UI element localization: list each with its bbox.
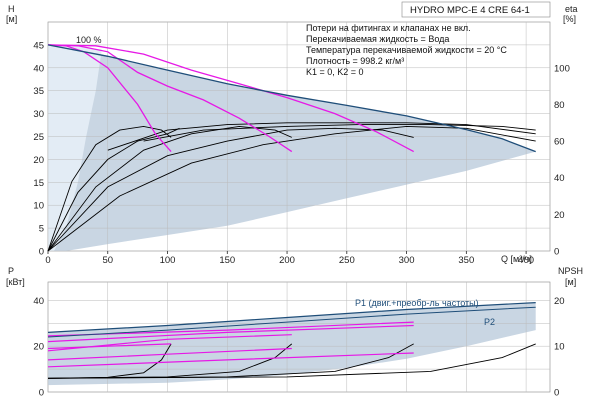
power-speed-curve-0 — [47, 343, 172, 350]
p1-curve — [47, 302, 536, 333]
head-envelope — [48, 44, 536, 252]
head-tick-label-20: 20 — [33, 155, 44, 166]
x-tick-label-150: 150 — [219, 255, 235, 266]
x-tick-label-250: 250 — [339, 255, 355, 266]
head-chart: 0 50 100 150 200 250 300 350 4000510152025303540… — [6, 1, 578, 266]
x-tick-label-350: 350 — [458, 255, 474, 266]
note-3: Температура перекачиваемой жидкости = 20… — [306, 45, 507, 55]
eta-tick-label-20: 20 — [554, 210, 565, 221]
eta-y-unit: [%] — [563, 14, 576, 24]
head-tick-label-30: 30 — [33, 109, 44, 120]
head-axes: 0 50 100 150 200 250 300 350 4000510152025303540… — [33, 40, 569, 266]
power-tick-label-0: 0 — [39, 388, 44, 399]
efficiency-curve-5 — [107, 122, 536, 151]
power-axes: 0 20 40 0 10 20 — [33, 296, 564, 399]
head-tick-label-0: 0 — [39, 247, 44, 258]
power-chart: 0 20 40 0 10 20 P [кВт] NPSH [м] P1 (двиг.+пр… — [6, 266, 583, 399]
efficiency-curve-0 — [47, 125, 172, 252]
npsh-curve-3 — [47, 343, 536, 379]
efficiency-curve-1 — [47, 127, 180, 252]
power-speed-curve-3 — [47, 334, 292, 352]
x-tick-label-0: 0 — [45, 255, 50, 266]
x-tick-label-300: 300 — [399, 255, 415, 266]
npsh-tick-label-20: 20 — [554, 296, 565, 307]
head-tick-label-45: 45 — [33, 40, 44, 51]
power-speed-curve-4 — [47, 324, 414, 343]
head-tick-label-25: 25 — [33, 132, 44, 143]
efficiency-curve-2 — [47, 125, 292, 252]
speed-curve-2 — [47, 44, 415, 153]
p2-label: P2 — [484, 317, 495, 327]
head-light-region — [48, 44, 102, 252]
head-operating-envelope — [48, 44, 536, 252]
head-tick-label-40: 40 — [33, 63, 44, 74]
head-curves — [47, 44, 536, 252]
x-tick-label-100: 100 — [160, 255, 176, 266]
power-y-label: P — [8, 266, 14, 276]
note-5: K1 = 0, K2 = 0 — [306, 67, 364, 77]
power-gridlines — [47, 282, 550, 392]
note-2: Перекачиваемая жидкость = Вода — [306, 34, 449, 44]
title-box — [401, 1, 551, 18]
npsh-y-unit: [м] — [565, 277, 576, 287]
eta-tick-label-0: 0 — [554, 247, 559, 258]
chart-title: HYDRO MPC-E 4 CRE 64-1 — [410, 5, 530, 16]
speed-100-label: 100 % — [76, 35, 102, 45]
eta-tick-label-80: 80 — [554, 100, 565, 111]
note-4: Плотность = 998.2 кг/м³ — [306, 56, 404, 66]
note-1: Потери на фитингах и клапанах не вкл. — [306, 23, 471, 33]
eta-tick-label-100: 100 — [554, 63, 570, 74]
max-speed-curve — [47, 44, 536, 153]
p2-curve — [47, 306, 536, 338]
speed-curve-1 — [47, 44, 293, 153]
power-speed-curve-2 — [47, 352, 414, 368]
npsh-tick-label-0: 0 — [554, 388, 559, 399]
head-tick-label-35: 35 — [33, 86, 44, 97]
power-y-unit: [кВт] — [6, 277, 25, 287]
head-tick-label-10: 10 — [33, 201, 44, 212]
head-y-unit: [м] — [6, 14, 17, 24]
eta-tick-label-60: 60 — [554, 137, 565, 148]
npsh-y-label: NPSH — [558, 266, 583, 276]
p1-label: P1 (двиг.+преобр-ль частоты) — [355, 298, 479, 308]
eta-tick-label-40: 40 — [554, 173, 565, 184]
power-tick-label-40: 40 — [33, 296, 44, 307]
eta-y-label: eta — [565, 4, 578, 14]
power-speed-curve-1 — [47, 347, 292, 361]
power-curves — [47, 302, 536, 379]
head-tick-label-5: 5 — [39, 224, 44, 235]
x-tick-label-200: 200 — [279, 255, 295, 266]
head-y-label: H — [8, 4, 15, 14]
power-tick-label-20: 20 — [33, 342, 44, 353]
npsh-tick-label-10: 10 — [554, 342, 565, 353]
x-axis-label: Q [м³/ч] — [501, 254, 532, 264]
x-tick-label-50: 50 — [102, 255, 113, 266]
head-tick-label-15: 15 — [33, 178, 44, 189]
x-tick-label-400: 400 — [518, 255, 534, 266]
